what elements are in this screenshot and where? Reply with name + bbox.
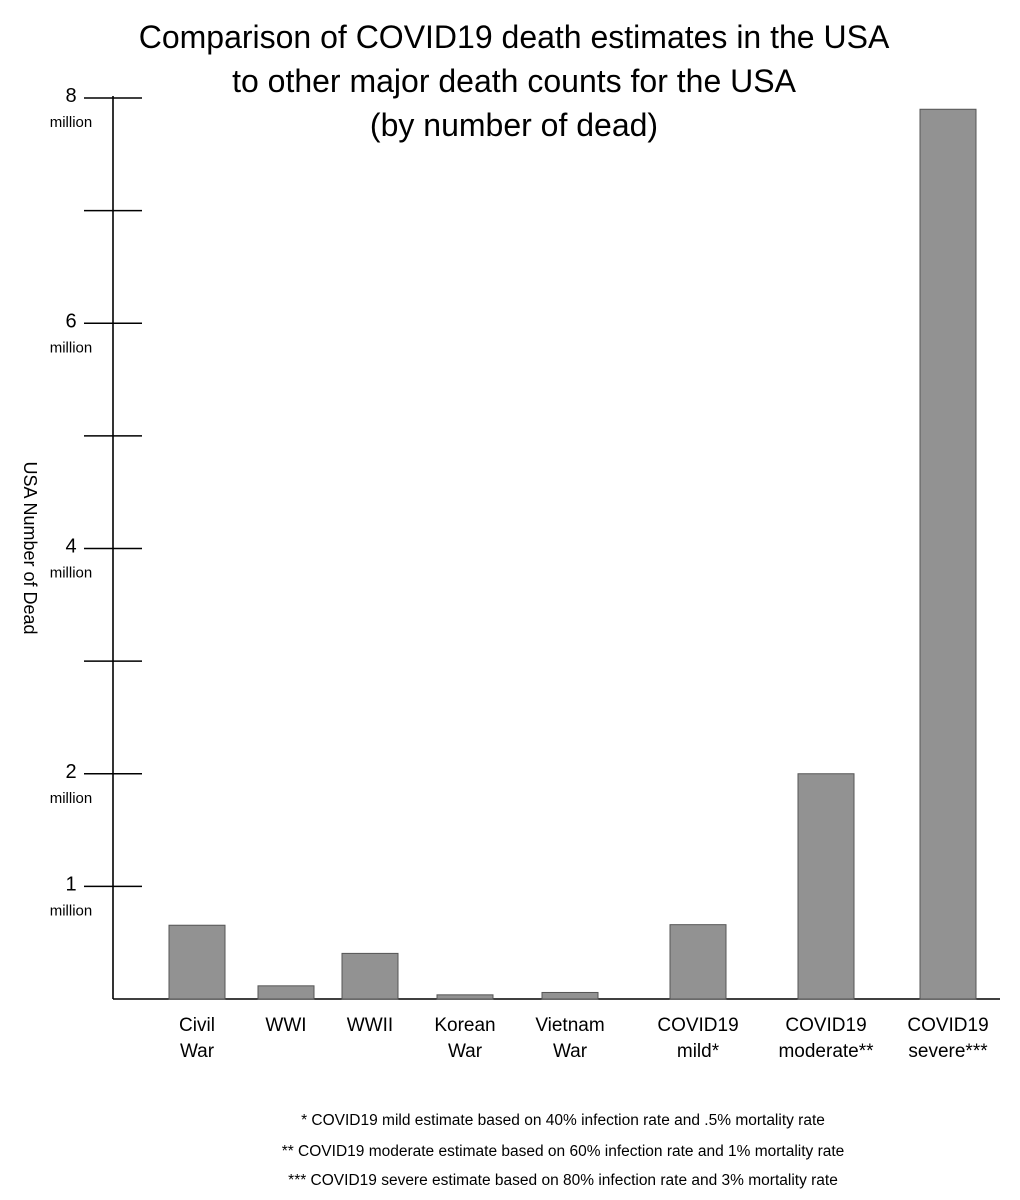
category-label-vietnam-war: War <box>553 1041 588 1062</box>
footnotes: * COVID19 mild estimate based on 40% inf… <box>282 1112 845 1189</box>
title-line: Comparison of COVID19 death estimates in… <box>139 19 890 55</box>
axes <box>112 96 1000 1000</box>
footnote-1: * COVID19 mild estimate based on 40% inf… <box>301 1112 825 1129</box>
category-label-covid19-severe: severe*** <box>908 1041 988 1062</box>
x-axis-category-labels: Civil War WWI WWII Korean War Vietnam War COVID1… <box>179 1015 989 1062</box>
bar-covid19-severe <box>919 108 977 1000</box>
category-label-civil-war: War <box>180 1041 215 1062</box>
y-tick-unit-label: million <box>50 790 93 807</box>
category-label-wwi: WWI <box>265 1015 306 1036</box>
footnote-2: ** COVID19 moderate estimate based on 60… <box>282 1143 845 1160</box>
bar-civil-war <box>168 924 226 1000</box>
category-label-korean-war: War <box>448 1041 483 1062</box>
category-label-civil-war: Civil <box>179 1015 215 1036</box>
bar-covid19-mild <box>669 924 727 1000</box>
y-axis-label: USA Number of Dead <box>20 461 40 634</box>
title-line: to other major death counts for the USA <box>232 63 797 99</box>
footnote-3: *** COVID19 severe estimate based on 80%… <box>288 1172 838 1189</box>
y-axis-ticks: 1 million 2 million 4 million 6 million 8 million <box>50 85 142 919</box>
y-tick-label: 6 <box>65 310 76 332</box>
title-line: (by number of dead) <box>370 107 658 143</box>
category-label-korean-war: Korean <box>434 1015 495 1036</box>
category-label-covid19-moderate: moderate** <box>778 1041 874 1062</box>
y-tick-label: 1 <box>65 873 76 895</box>
bar-covid19-moderate <box>797 773 855 1000</box>
y-tick-label: 4 <box>65 536 76 558</box>
category-label-covid19-mild: mild* <box>677 1041 720 1062</box>
category-label-vietnam-war: Vietnam <box>535 1015 604 1036</box>
y-tick-unit-label: million <box>50 565 93 582</box>
category-label-covid19-moderate: COVID19 <box>785 1015 866 1036</box>
bars <box>168 108 977 1000</box>
y-tick-unit-label: million <box>50 114 93 131</box>
category-label-covid19-severe: COVID19 <box>907 1015 988 1036</box>
bar-wwi <box>257 985 315 1000</box>
y-tick-unit-label: million <box>50 339 93 356</box>
category-label-covid19-mild: COVID19 <box>657 1015 738 1036</box>
y-tick-unit-label: million <box>50 902 93 919</box>
category-label-wwii: WWII <box>347 1015 393 1036</box>
chart-title: Comparison of COVID19 death estimates in… <box>139 19 890 143</box>
bar-wwii <box>341 952 399 1000</box>
y-tick-label: 8 <box>65 85 76 107</box>
bar-vietnam-war <box>541 991 599 1000</box>
y-tick-label: 2 <box>65 761 76 783</box>
bar-korean-war <box>436 994 494 1000</box>
